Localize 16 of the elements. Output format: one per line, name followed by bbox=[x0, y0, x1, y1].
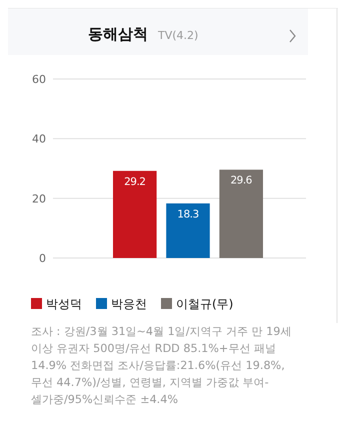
legend-label: 이철규(무) bbox=[176, 297, 234, 311]
chart-subtitle: TV(4.2) bbox=[157, 29, 198, 42]
text: 조사 : 강원/3월 31일~4월 1일/지역구 거주 만 19세 이상 유권자 500명/유선 RDD 85.1%+무선 패널 14.9% 전화면접 조사/응답률:21.6%(유선 19.8%, 무선 44.7%)/성별, 연령별, 지역별 가중값 부여-셀가중/95%신뢰수준 ±4.4% bbox=[31, 324, 292, 408]
bar bbox=[113, 170, 157, 258]
chart-title: 동해삼척 bbox=[88, 25, 148, 43]
data-label: 29.2 bbox=[124, 176, 146, 188]
bar bbox=[166, 203, 210, 258]
y-tick-label: 60 bbox=[32, 73, 46, 86]
bar bbox=[219, 170, 263, 258]
data-label: 29.6 bbox=[230, 174, 253, 187]
y-tick-label: 40 bbox=[32, 132, 46, 146]
y-tick-label: 0 bbox=[39, 252, 46, 265]
legend-label: 박성덕 bbox=[46, 297, 82, 311]
data-label: 18.3 bbox=[177, 208, 199, 220]
y-tick-label: 20 bbox=[32, 192, 46, 206]
legend-label: 박응천 bbox=[111, 297, 147, 311]
